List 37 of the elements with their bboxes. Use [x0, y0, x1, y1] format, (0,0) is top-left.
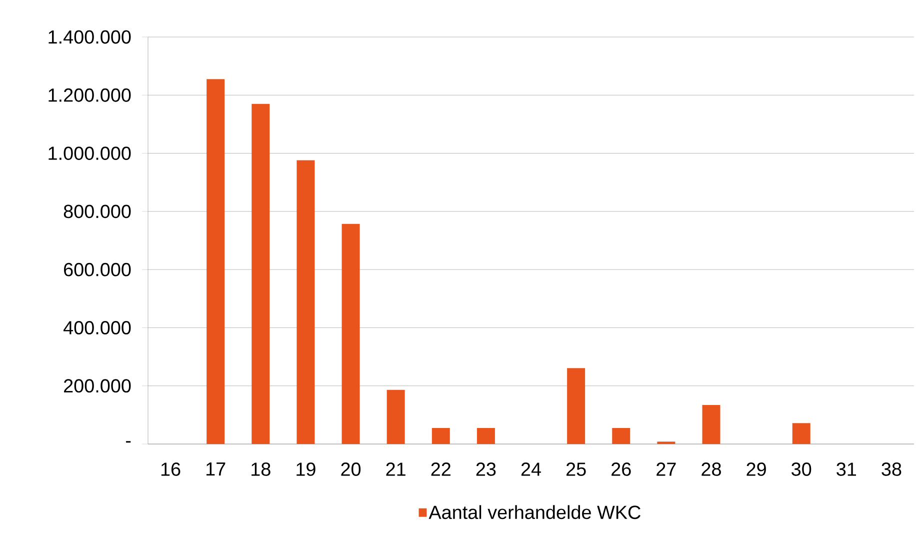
x-tick-label: 24: [521, 462, 541, 476]
x-tick-label: 28: [702, 462, 721, 476]
x-tick-label: 29: [746, 462, 766, 476]
y-tick-label: 1.200.000: [48, 88, 131, 102]
bar: [296, 160, 315, 444]
x-tick-label: 20: [341, 462, 361, 476]
x-tick-label: 22: [431, 462, 450, 476]
y-tick-label: -: [126, 441, 131, 443]
y-tick-label: 1.000.000: [48, 146, 131, 160]
x-tick-label: 25: [566, 462, 586, 476]
y-tick-label: 800.000: [64, 204, 131, 218]
bar: [206, 79, 225, 444]
bar: [476, 428, 495, 444]
y-tick-label: 200.000: [64, 379, 131, 393]
x-tick-label: 19: [296, 462, 316, 476]
x-tick-label: 27: [656, 462, 676, 476]
x-tick-label: 38: [882, 462, 902, 476]
bar: [252, 104, 270, 444]
bar: [386, 390, 405, 444]
y-tick-label: 400.000: [64, 321, 131, 334]
x-tick-label: 18: [252, 462, 270, 476]
bar: [792, 423, 810, 444]
bar: [432, 428, 450, 444]
x-tick-label: 21: [386, 462, 406, 476]
bar: [567, 368, 586, 444]
y-tick-label: 600.000: [64, 262, 131, 276]
bar: [702, 405, 720, 444]
x-tick-label: 17: [206, 462, 226, 476]
x-tick-label: 26: [612, 462, 631, 476]
x-tick-label: 31: [836, 462, 856, 476]
x-tick-label: 30: [792, 462, 812, 476]
bar: [342, 224, 360, 444]
legend-label: Aantal verhandelde WKC: [428, 505, 640, 520]
y-tick-label: 1.400.000: [48, 30, 131, 44]
x-tick-label: 23: [476, 462, 496, 476]
bar: [612, 428, 630, 444]
x-tick-label: 16: [161, 462, 180, 476]
